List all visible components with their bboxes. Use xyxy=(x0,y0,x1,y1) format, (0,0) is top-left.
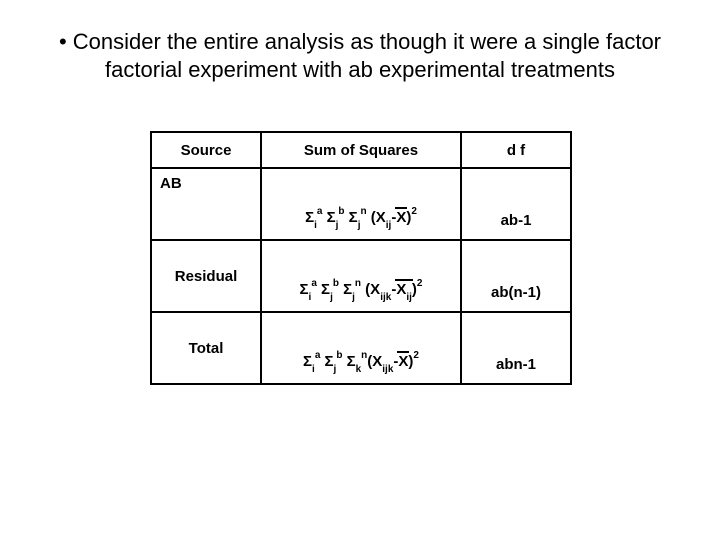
cell-residual-source: Residual xyxy=(151,240,261,312)
cell-ab-df: ab-1 xyxy=(461,168,571,240)
row-total: Total Σia Σjb Σkn(Xijk-X)2 abn-1 xyxy=(151,312,571,384)
header-df: d f xyxy=(461,132,571,168)
bullet-text: • Consider the entire analysis as though… xyxy=(40,28,680,83)
header-source: Source xyxy=(151,132,261,168)
cell-ab-source: AB xyxy=(151,168,261,240)
row-residual: Residual Σia Σjb Σjn (Xijk-Xij)2 ab(n-1) xyxy=(151,240,571,312)
row-ab: AB Σia Σjb Σjn (Xij-X)2 ab-1 xyxy=(151,168,571,240)
anova-table: Source Sum of Squares d f AB Σia Σjb Σjn… xyxy=(150,131,570,385)
cell-residual-ss: Σia Σjb Σjn (Xijk-Xij)2 xyxy=(261,240,461,312)
cell-total-ss: Σia Σjb Σkn(Xijk-X)2 xyxy=(261,312,461,384)
cell-total-df: abn-1 xyxy=(461,312,571,384)
header-ss: Sum of Squares xyxy=(261,132,461,168)
cell-total-source: Total xyxy=(151,312,261,384)
cell-ab-ss: Σia Σjb Σjn (Xij-X)2 xyxy=(261,168,461,240)
cell-residual-df: ab(n-1) xyxy=(461,240,571,312)
